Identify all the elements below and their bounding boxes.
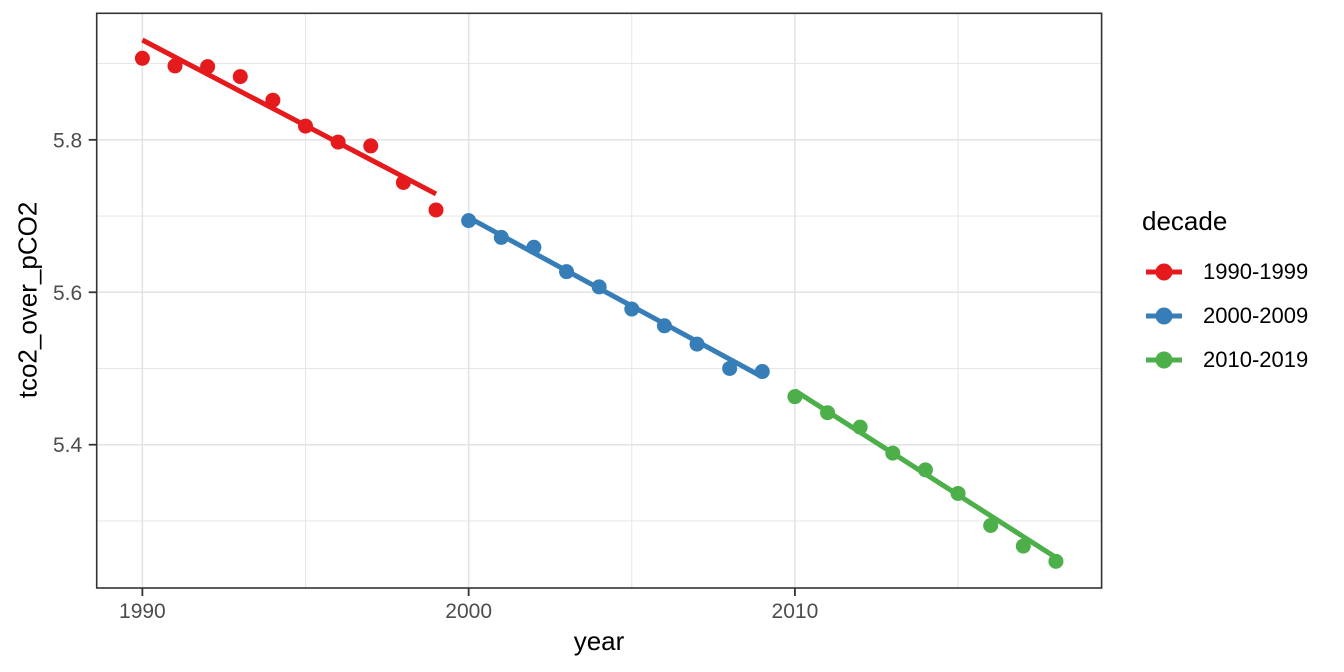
data-point xyxy=(363,138,379,154)
panel-border xyxy=(95,12,1103,589)
legend-entry: 2010-2019 xyxy=(1146,347,1342,372)
x-tick-label: 2010 xyxy=(772,600,819,623)
trend-line xyxy=(793,388,1058,560)
legend-entry-label: 1990-1999 xyxy=(1203,259,1309,284)
y-tick-label: 5.8 xyxy=(53,129,82,152)
legend-title: decade xyxy=(1142,206,1228,236)
legend-entry-label: 2010-2019 xyxy=(1203,347,1309,372)
data-point xyxy=(167,58,183,74)
legend-entry: 2000-2009 xyxy=(1146,303,1342,328)
y-axis-title: tco2_over_pCO2 xyxy=(12,201,43,399)
data-point xyxy=(722,360,738,376)
y-tick-label: 5.4 xyxy=(53,434,83,457)
data-point xyxy=(1015,538,1031,554)
x-tick-label: 1990 xyxy=(119,600,166,623)
legend-key-icon xyxy=(1146,263,1182,281)
data-point xyxy=(232,69,248,85)
legend-key-icon xyxy=(1146,307,1182,325)
x-axis-title: year xyxy=(573,626,625,656)
data-point xyxy=(134,50,150,66)
legend-entry: 1990-1999 xyxy=(1146,259,1342,284)
plot-panel xyxy=(96,13,1102,589)
legend-entry-label: 2000-2009 xyxy=(1203,303,1309,328)
trend-line xyxy=(467,215,764,380)
legend: decade 1990-1999 2000-2009 2010-2019 xyxy=(1142,206,1342,393)
data-point xyxy=(983,517,999,533)
x-tick-label: 2000 xyxy=(445,600,492,623)
y-tick-label: 5.6 xyxy=(53,282,82,305)
trend-line xyxy=(141,37,438,197)
legend-key-icon xyxy=(1146,351,1182,369)
data-point xyxy=(428,202,444,218)
